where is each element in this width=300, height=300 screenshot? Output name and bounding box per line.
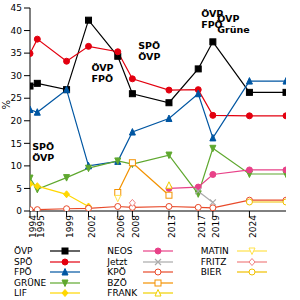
svg-text:SPÖÖVP: SPÖÖVP bbox=[138, 40, 160, 62]
html-text:BIER: BIER bbox=[200, 267, 222, 277]
svg-text:45: 45 bbox=[11, 3, 22, 13]
html-text:Jetzt: Jetzt bbox=[107, 256, 128, 267]
html-text:BZÖ: BZÖ bbox=[107, 277, 127, 288]
svg-text:1994: 1994 bbox=[28, 215, 39, 238]
svg-text:10: 10 bbox=[11, 161, 23, 171]
svg-text:0: 0 bbox=[16, 206, 22, 216]
svg-text:2013: 2013 bbox=[167, 215, 177, 238]
svg-text:1999: 1999 bbox=[65, 215, 75, 238]
svg-text:25: 25 bbox=[11, 93, 22, 103]
svg-text:2017: 2017 bbox=[197, 215, 207, 238]
svg-text:2002: 2002 bbox=[87, 215, 97, 238]
svg-text:20: 20 bbox=[11, 116, 23, 126]
svg-text:5: 5 bbox=[16, 184, 22, 194]
svg-text:1995: 1995 bbox=[36, 215, 46, 238]
html-text:KPÖ: KPÖ bbox=[107, 267, 126, 277]
svg-text:30: 30 bbox=[11, 71, 23, 81]
html-text:LIF: LIF bbox=[14, 288, 27, 298]
html-text:MATIN: MATIN bbox=[200, 246, 229, 256]
html-text:GRÜNE: GRÜNE bbox=[14, 277, 47, 288]
html-text:FRITZ: FRITZ bbox=[200, 256, 227, 267]
svg-text:ÖVPGrüne: ÖVPGrüne bbox=[217, 13, 249, 35]
html-text:FPÖ: FPÖ bbox=[201, 19, 223, 30]
html-text:FPÖ: FPÖ bbox=[14, 267, 32, 277]
html-text:NEOS: NEOS bbox=[107, 246, 133, 256]
svg-text:ÖVPFPÖ: ÖVPFPÖ bbox=[91, 62, 113, 84]
svg-text:2008: 2008 bbox=[131, 215, 141, 238]
svg-text:2019: 2019 bbox=[211, 215, 221, 238]
svg-text:2006: 2006 bbox=[116, 215, 126, 238]
svg-text:15: 15 bbox=[11, 139, 22, 149]
html-text:SPÖ: SPÖ bbox=[14, 256, 33, 267]
svg-text:%: % bbox=[8, 100, 12, 110]
html-text:ÖVP: ÖVP bbox=[201, 8, 224, 19]
svg-text:SPÖÖVP: SPÖÖVP bbox=[32, 141, 54, 163]
svg-text:40: 40 bbox=[11, 26, 23, 36]
html-text:ÖVP: ÖVP bbox=[14, 246, 33, 256]
svg-text:35: 35 bbox=[11, 48, 22, 58]
svg-text:2024: 2024 bbox=[248, 215, 258, 238]
html-text:FRANK: FRANK bbox=[107, 288, 138, 298]
